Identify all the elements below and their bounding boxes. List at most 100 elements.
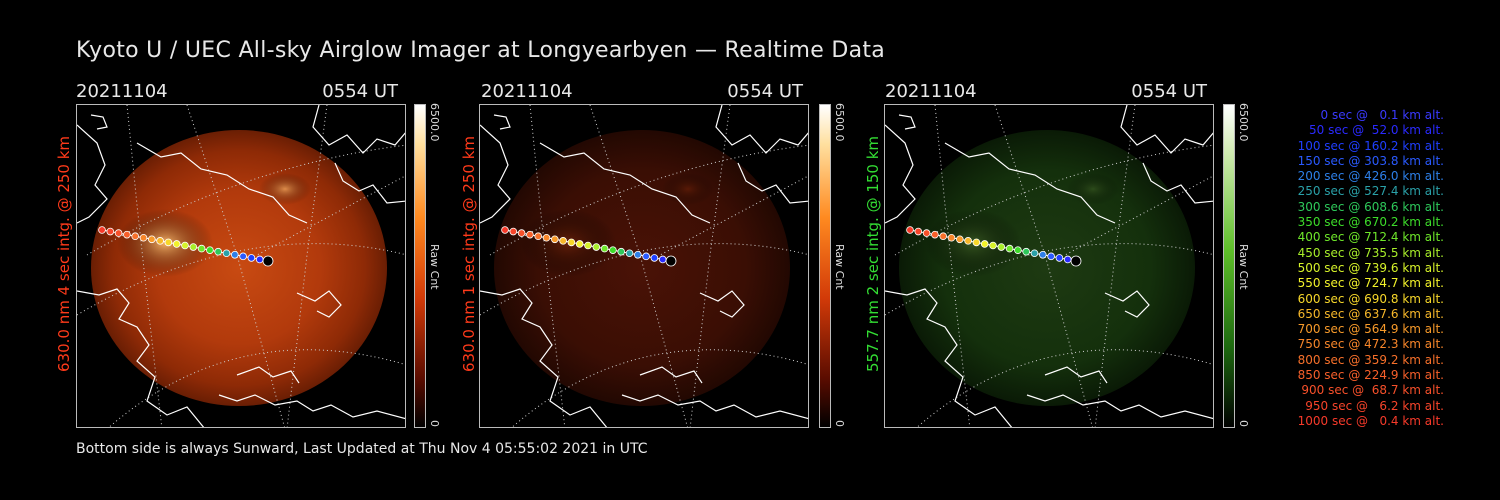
trajectory-point <box>922 229 931 237</box>
trajectory-point <box>262 255 274 267</box>
legend-row: 500 sec @ 739.6 km alt. <box>1297 260 1444 275</box>
aurora-bright-patch <box>662 173 714 205</box>
footer-status: Bottom side is always Sunward, Last Upda… <box>76 441 648 457</box>
legend-row: 550 sec @ 724.7 km alt. <box>1297 276 1444 291</box>
panel-2-time: 0554 UT <box>727 81 803 102</box>
trajectory-point <box>222 249 231 258</box>
trajectory-point <box>255 255 264 264</box>
panel-1-colorbar-min: 0 <box>428 420 441 427</box>
trajectory-point <box>534 232 542 240</box>
trajectory-point <box>98 226 106 234</box>
panel-3-colorbar-min: 0 <box>1237 420 1250 427</box>
trajectory-point <box>567 238 576 247</box>
legend-row: 600 sec @ 690.8 km alt. <box>1297 291 1444 306</box>
trajectory-point <box>559 237 567 245</box>
legend-row: 450 sec @ 735.5 km alt. <box>1297 245 1444 260</box>
trajectory-point <box>197 244 206 253</box>
trajectory-point <box>600 244 609 253</box>
trajectory-point <box>139 233 148 242</box>
trajectory-point <box>650 254 659 262</box>
legend-row: 350 sec @ 670.2 km alt. <box>1297 215 1444 230</box>
panel-2-image <box>479 104 809 428</box>
trajectory-point <box>658 255 667 264</box>
legend-row: 100 sec @ 160.2 km alt. <box>1297 138 1444 153</box>
panel-2-channel-label: 630.0 nm 1 sec intg. @ 250 km <box>460 135 478 372</box>
panel-3-colorbar-max: 6500.0 <box>1237 103 1250 142</box>
trajectory-point <box>575 240 584 248</box>
legend-row: 650 sec @ 637.6 km alt. <box>1297 306 1444 321</box>
trajectory-point <box>1022 247 1031 256</box>
coastlines <box>885 105 1213 427</box>
trajectory-point <box>634 251 642 259</box>
aurora-bright-patch <box>259 173 311 205</box>
legend-row: 200 sec @ 426.0 km alt. <box>1297 169 1444 184</box>
airglow-sky-disk <box>91 130 387 406</box>
trajectory-point <box>542 233 551 242</box>
trajectory-point <box>172 240 181 248</box>
panel-3-channel-label: 557.7 nm 2 sec intg. @ 150 km <box>864 135 882 372</box>
legend-row: 50 sec @ 52.0 km alt. <box>1309 123 1444 138</box>
legend-row: 1000 sec @ 0.4 km alt. <box>1297 413 1444 428</box>
trajectory-point <box>214 247 223 256</box>
trajectory-point <box>517 229 526 237</box>
trajectory-point <box>156 237 164 245</box>
trajectory-point <box>526 230 534 239</box>
coastlines <box>77 105 405 427</box>
trajectory-point <box>551 235 559 244</box>
panel-2-colorbar-min: 0 <box>833 420 846 427</box>
trajectory-point <box>231 251 239 259</box>
legend-row: 150 sec @ 303.8 km alt. <box>1297 153 1444 168</box>
trajectory-point <box>1070 255 1082 267</box>
trajectory-point <box>148 235 156 244</box>
panel-2-colorbar-unit: Raw Cnt <box>833 244 846 290</box>
panel-1-colorbar <box>414 104 426 428</box>
panel-2-date: 20211104 <box>481 81 573 102</box>
trajectory-point <box>617 247 626 256</box>
legend-row: 250 sec @ 527.4 km alt. <box>1297 184 1444 199</box>
legend-row: 900 sec @ 68.7 km alt. <box>1301 383 1444 398</box>
panel-1-date: 20211104 <box>76 81 168 102</box>
legend-row: 950 sec @ 6.2 km alt. <box>1305 398 1444 413</box>
panel-3-time: 0554 UT <box>1131 81 1207 102</box>
panel-1-channel-label: 630.0 nm 4 sec intg. @ 250 km <box>55 135 73 372</box>
trajectory-point <box>123 230 131 239</box>
panel-3-colorbar-unit: Raw Cnt <box>1237 244 1250 290</box>
trajectory-point <box>501 226 509 234</box>
trajectory-point <box>239 252 247 261</box>
rocket-trajectory <box>906 226 1082 267</box>
trajectory-point <box>131 232 139 240</box>
legend-row: 0 sec @ 0.1 km alt. <box>1320 108 1445 122</box>
trajectory-point <box>1055 254 1064 262</box>
trajectory-point <box>1014 246 1022 254</box>
trajectory-point <box>1063 255 1072 264</box>
legend-row: 850 sec @ 224.9 km alt. <box>1297 368 1444 383</box>
trajectory-point <box>164 238 173 247</box>
airglow-sky-disk <box>494 130 790 406</box>
panel-3-date: 20211104 <box>885 81 977 102</box>
panel-2-colorbar <box>819 104 831 428</box>
coastlines <box>480 105 808 427</box>
legend-row: 300 sec @ 608.6 km alt. <box>1297 199 1444 214</box>
trajectory-point <box>189 243 198 251</box>
legend-row: 750 sec @ 472.3 km alt. <box>1297 337 1444 352</box>
trajectory-point <box>181 241 189 250</box>
trajectory-point <box>939 232 947 240</box>
trajectory-point <box>106 227 115 236</box>
altitude-legend: 0 sec @ 0.1 km alt. 50 sec @ 52.0 km alt.… <box>1262 108 1444 429</box>
aurora-bright-patch <box>1067 173 1119 205</box>
trajectory-point <box>642 252 650 261</box>
trajectory-point <box>509 227 518 236</box>
trajectory-point <box>956 235 964 244</box>
legend-row: 800 sec @ 359.2 km alt. <box>1297 352 1444 367</box>
trajectory-point <box>584 241 592 250</box>
page-title: Kyoto U / UEC All-sky Airglow Imager at … <box>76 38 886 63</box>
trajectory-point <box>914 227 923 236</box>
panel-1-colorbar-unit: Raw Cnt <box>428 244 441 290</box>
legend-row: 400 sec @ 712.4 km alt. <box>1297 230 1444 245</box>
trajectory-point <box>1030 249 1039 258</box>
trajectory-point <box>1005 244 1014 253</box>
trajectory-point <box>989 241 997 250</box>
trajectory-point <box>947 233 956 242</box>
panel-3-colorbar <box>1223 104 1235 428</box>
panel-1-image <box>76 104 406 428</box>
